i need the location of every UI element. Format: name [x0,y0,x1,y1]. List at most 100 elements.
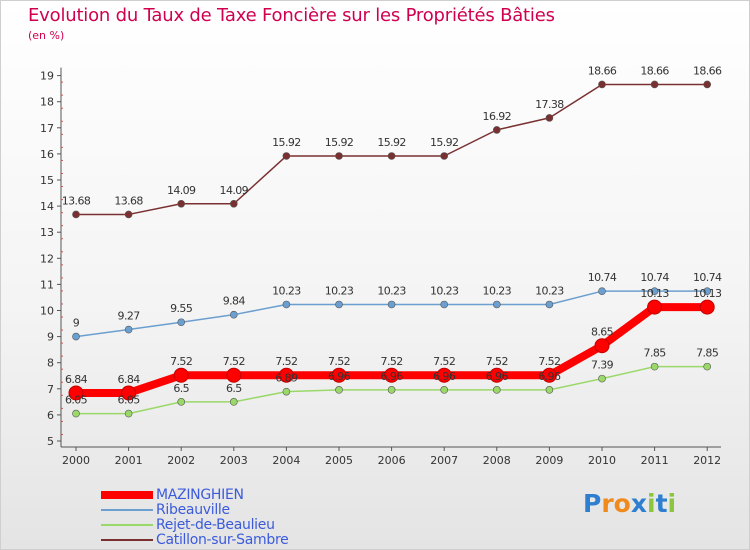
legend-label: Rejet-de-Beaulieu [156,516,275,533]
data-label: 7.52 [381,355,403,368]
y-tick-label: 7 [47,383,54,396]
y-tick-label: 6 [47,409,54,422]
x-tick-label: 2009 [535,454,563,467]
data-label: 10.23 [535,284,564,297]
series-catillon-sur-sambre [72,80,712,219]
y-tick-label: 18 [40,96,54,109]
y-tick-label: 11 [40,278,54,291]
y-tick-label: 17 [40,122,54,135]
legend-item: Ribeauville [101,502,288,518]
y-tick-label: 14 [40,200,54,213]
data-label: 7.52 [538,355,560,368]
data-point [230,199,238,208]
data-point [177,398,185,406]
data-point [703,362,712,371]
data-label: 9.55 [170,302,193,315]
data-point [72,210,80,219]
y-tick-label: 10 [40,305,54,318]
data-label: 10.23 [325,284,354,297]
unit-label: (en %) [28,29,65,42]
data-label: 7.85 [644,347,667,360]
data-label: 15.92 [430,136,459,149]
logo-letter: P [583,489,602,518]
data-label: 7.52 [328,355,350,368]
data-point [703,287,712,295]
x-tick-label: 2010 [588,454,616,467]
y-tick-label: 8 [47,357,54,370]
data-point [489,367,505,383]
data-point [173,367,189,383]
data-label: 16.92 [483,110,512,123]
legend-label: MAZINGHIEN [156,486,244,503]
logo-letter: x [630,489,647,518]
logo-letter: i [647,489,656,518]
data-point [230,310,238,319]
data-label: 6.96 [381,370,404,383]
x-tick-label: 2012 [693,454,721,467]
data-point [72,409,80,418]
data-point [124,325,133,334]
data-label: 10.74 [693,271,722,284]
data-label: 6.96 [328,370,351,383]
data-label: 6.84 [65,373,88,386]
data-point [492,126,501,134]
data-point [545,300,554,309]
data-label: 9.27 [118,310,141,323]
data-label: 7.52 [275,355,297,368]
data-point [440,300,449,309]
data-point [282,387,291,396]
legend-swatch [101,538,153,541]
data-point [121,385,137,401]
data-label: 6.96 [486,370,509,383]
data-point [699,299,715,315]
data-point [545,386,554,394]
data-point [492,386,501,394]
data-label: 7.52 [433,355,455,368]
x-tick-label: 2001 [115,454,143,467]
proxiti-logo: Proxiti [583,489,676,518]
data-point [647,299,663,315]
logo-letter: i [667,489,677,518]
data-point [545,114,554,122]
data-point [440,152,449,160]
legend-swatch [101,508,153,511]
chart-title: Evolution du Taux de Taxe Foncière sur l… [28,5,555,26]
data-point [278,367,294,383]
data-point [335,152,343,160]
data-label: 18.66 [693,64,722,77]
data-label: 8.65 [591,326,614,339]
data-label: 7.85 [696,347,719,360]
data-point [387,152,396,160]
data-point [598,374,606,383]
data-label: 7.52 [486,355,508,368]
data-point [594,338,610,354]
legend: MAZINGHIEN Ribeauville Rejet-de-Beaulieu Ca… [101,486,289,548]
data-point [68,385,84,401]
data-point [703,80,712,89]
data-point [598,80,606,89]
data-label: 6.84 [118,373,141,386]
logo-letter: o [613,489,631,518]
data-label: 13.68 [114,194,143,207]
x-tick-label: 2005 [325,454,353,467]
data-label: 10.23 [377,284,406,297]
data-label: 10.13 [693,287,722,300]
data-label: 10.13 [640,287,669,300]
x-tick-label: 2000 [62,454,90,467]
x-tick-label: 2002 [167,454,195,467]
data-point [282,152,291,160]
data-point [598,287,606,295]
data-point [177,318,185,327]
data-point [124,409,133,418]
data-label: 15.92 [272,136,301,149]
data-label: 7.52 [223,355,245,368]
data-point [650,362,659,371]
data-label: 18.66 [640,64,669,77]
data-label: 10.23 [430,284,459,297]
data-point [440,386,449,394]
data-point [282,300,291,309]
data-point [387,386,396,394]
data-point [541,367,557,383]
